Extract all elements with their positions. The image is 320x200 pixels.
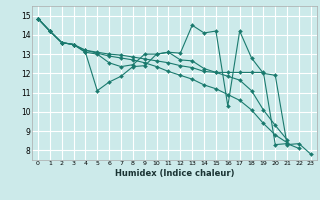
X-axis label: Humidex (Indice chaleur): Humidex (Indice chaleur) <box>115 169 234 178</box>
